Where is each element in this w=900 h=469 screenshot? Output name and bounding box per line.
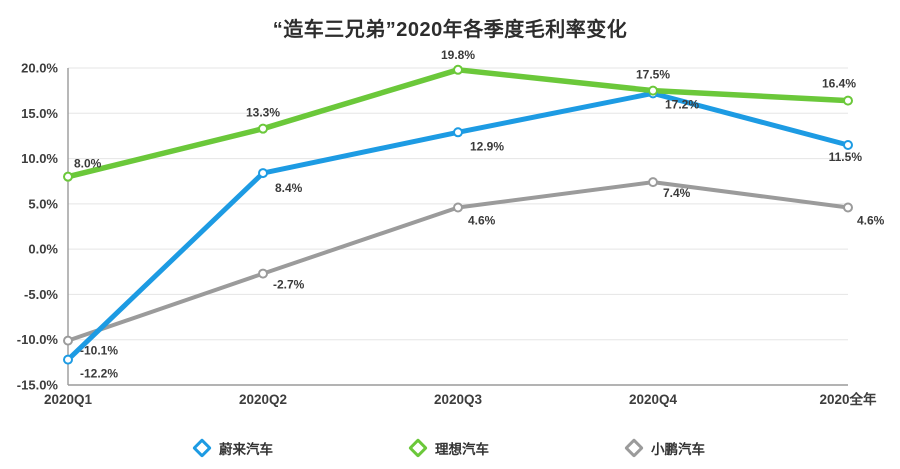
data-point-label: 17.5% bbox=[636, 68, 670, 82]
y-axis-tick-label: 5.0% bbox=[28, 196, 58, 211]
x-axis-tick-label: 2020全年 bbox=[819, 391, 877, 407]
x-axis-tick-label: 2020Q4 bbox=[629, 392, 678, 407]
legend-label: 蔚来汽车 bbox=[219, 442, 273, 457]
data-point-marker bbox=[453, 127, 463, 138]
data-point-marker bbox=[63, 335, 73, 346]
data-point-marker bbox=[258, 168, 268, 179]
data-point-label: 8.4% bbox=[275, 181, 303, 195]
y-axis-tick-label: 10.0% bbox=[21, 151, 58, 166]
y-axis-tick-label: -5.0% bbox=[24, 287, 58, 302]
data-point-label: 12.9% bbox=[470, 139, 504, 153]
data-point-label: -2.7% bbox=[273, 278, 305, 292]
data-point-marker bbox=[453, 64, 463, 75]
data-point-label: -10.1% bbox=[80, 344, 118, 358]
legend-diamond-icon bbox=[624, 438, 644, 458]
y-axis-tick-label: 15.0% bbox=[21, 106, 58, 121]
data-point-label: 4.6% bbox=[857, 213, 885, 227]
data-point-label: 11.5% bbox=[829, 150, 863, 164]
x-axis-tick-label: 2020Q1 bbox=[44, 392, 93, 407]
legend-label: 小鹏汽车 bbox=[651, 442, 705, 457]
y-axis-tick-label: 20.0% bbox=[21, 61, 58, 76]
data-point-marker bbox=[258, 268, 268, 279]
series-line-2 bbox=[65, 67, 851, 180]
x-axis-tick-label: 2020Q2 bbox=[239, 392, 287, 407]
data-point-marker bbox=[648, 177, 658, 188]
legend-item: 理想汽车 bbox=[408, 438, 489, 458]
legend-diamond-icon bbox=[408, 438, 428, 458]
data-point-label: 4.6% bbox=[468, 213, 496, 227]
data-point-marker bbox=[843, 139, 853, 150]
x-axis-tick-label: 2020Q3 bbox=[434, 392, 483, 407]
data-point-marker bbox=[453, 202, 463, 213]
data-point-label: 17.2% bbox=[665, 97, 699, 111]
chart-canvas: 20.0% 15.0% 10.0% 5.0% 0.0% -5.0% -10.0% -15.0%… bbox=[17, 48, 885, 407]
data-point-label: -12.2% bbox=[80, 367, 118, 381]
chart-legend: 蔚来汽车 理想汽车 小鹏汽车 bbox=[0, 438, 900, 458]
data-point-marker bbox=[258, 123, 268, 134]
data-point-marker bbox=[63, 171, 73, 182]
data-point-marker bbox=[843, 95, 853, 106]
y-axis-tick-label: 0.0% bbox=[28, 242, 58, 257]
data-point-label: 13.3% bbox=[246, 106, 280, 120]
legend-item: 蔚来汽车 bbox=[192, 438, 273, 458]
data-point-marker bbox=[63, 354, 73, 365]
legend-item: 小鹏汽车 bbox=[624, 438, 705, 458]
legend-label: 理想汽车 bbox=[435, 442, 489, 457]
y-axis-tick-label: -10.0% bbox=[17, 332, 59, 347]
data-point-label: 8.0% bbox=[74, 157, 102, 171]
data-point-label: 7.4% bbox=[663, 186, 691, 200]
data-point-marker bbox=[648, 85, 658, 96]
legend-diamond-icon bbox=[192, 438, 212, 458]
data-point-label: 19.8% bbox=[441, 48, 475, 62]
data-point-label: 16.4% bbox=[822, 77, 856, 91]
data-point-marker bbox=[843, 202, 853, 213]
y-axis-tick-label: -15.0% bbox=[17, 378, 59, 393]
chart-title: “造车三兄弟”2020年各季度毛利率变化 bbox=[272, 19, 628, 41]
